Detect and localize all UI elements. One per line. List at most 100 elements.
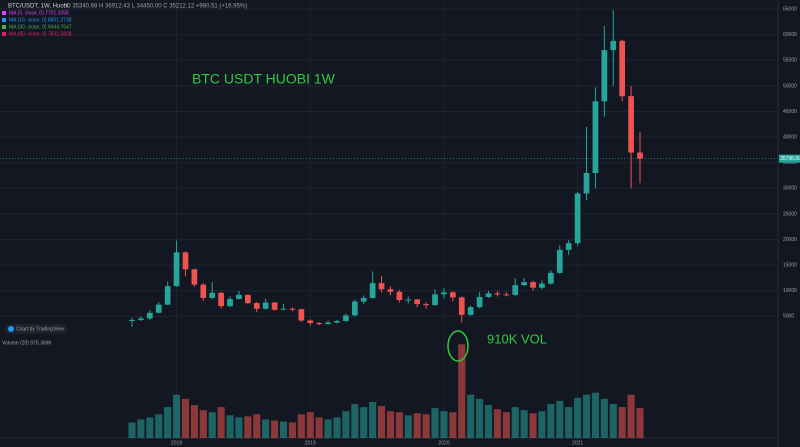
volume-bar	[342, 411, 350, 438]
volume-bar	[413, 413, 421, 438]
watermark-logo	[8, 326, 14, 332]
candle-body	[637, 152, 643, 159]
volume-bar	[190, 405, 198, 438]
candle-body	[494, 293, 501, 295]
volume-bar	[449, 412, 457, 438]
volume-bar	[181, 398, 190, 438]
candle-body	[271, 302, 278, 310]
volume-bar	[431, 408, 439, 438]
candle-body	[280, 308, 287, 310]
volume-legend: Volume (20) 975.369K	[2, 340, 52, 346]
y-tick-label: 40000	[783, 134, 797, 140]
volume-bar	[574, 397, 582, 438]
volume-bar	[306, 412, 314, 438]
candle-body	[253, 303, 260, 309]
y-tick-label: 20000	[783, 237, 797, 243]
candle-body	[298, 309, 305, 321]
x-tick-label: 2020	[438, 440, 449, 446]
candle-body	[601, 50, 608, 102]
volume-bar	[476, 398, 484, 438]
volume-bar	[422, 414, 430, 438]
volume-bar	[565, 407, 573, 438]
volume-bar	[244, 416, 252, 438]
candle-body	[476, 296, 483, 308]
volume-bar	[458, 344, 466, 438]
candle-body	[245, 294, 251, 304]
volume-bar	[324, 419, 332, 438]
volume-bar	[467, 394, 475, 438]
candle-body	[227, 298, 233, 307]
candle-body	[396, 291, 403, 301]
candle-body	[423, 304, 429, 306]
indicator-legend: MA (5, close, 0) 7701.1058	[9, 10, 69, 16]
y-tick-label: 65000	[783, 6, 797, 12]
volume-bar	[208, 412, 216, 438]
y-tick-label: 15000	[783, 263, 797, 269]
volume-bar	[511, 407, 519, 438]
candle-body	[628, 96, 634, 153]
candle-body	[610, 40, 617, 51]
volume-bar	[253, 414, 261, 438]
volume-bar	[226, 415, 234, 438]
volume-bar	[333, 417, 341, 438]
volume-bar	[520, 410, 528, 438]
y-tick-label: 50000	[783, 83, 797, 89]
volume-bar	[128, 422, 136, 438]
y-tick-label: 10000	[783, 288, 797, 294]
indicator-legend: MA (60, close, 0) 7831.5828	[9, 31, 72, 37]
volume-bar	[137, 419, 145, 438]
indicator-swatch	[2, 25, 6, 29]
volume-bar	[146, 417, 154, 438]
volume-bar	[279, 421, 288, 438]
indicator-legend: MA (30, close, 0) 9444.7647	[9, 24, 72, 30]
y-tick-label: 35000	[783, 160, 797, 166]
last-price-tag	[779, 154, 800, 163]
annotation: 910K VOL	[487, 331, 547, 346]
volume-bar	[627, 394, 635, 438]
highlight-ellipse	[447, 330, 469, 362]
candle-body	[138, 318, 144, 320]
candle-body	[512, 285, 519, 295]
candle-body	[387, 289, 394, 292]
indicator-swatch	[2, 11, 6, 15]
x-tick-label: 2018	[171, 440, 182, 446]
symbol-title: BTC/USDT, 1W, Huobi	[8, 4, 68, 10]
candle-body	[360, 297, 367, 302]
candle-body	[458, 297, 465, 315]
indicator-legend: MA (10, close, 0) 8851.2738	[9, 17, 72, 23]
volume-bar	[618, 407, 626, 438]
last-price-label: 35796.00	[780, 156, 800, 162]
candle-body	[155, 304, 162, 313]
candle-body	[236, 294, 242, 299]
candle-body	[449, 292, 456, 298]
candle-body	[325, 322, 331, 325]
candle-body	[414, 299, 421, 305]
volume-bar	[582, 394, 591, 438]
volume-bar	[591, 392, 600, 438]
volume-bar	[377, 406, 386, 438]
volume-bar	[440, 411, 448, 438]
candle-body	[619, 40, 626, 97]
volume-bar	[199, 410, 207, 438]
ohlc-header: O 35340.68 H 36912.43 L 34450.00 C 35212…	[66, 4, 247, 10]
volume-bar	[262, 419, 270, 438]
candle-body	[539, 283, 545, 288]
y-tick-label: 45000	[783, 109, 797, 115]
x-tick-label: 2019	[305, 440, 316, 446]
volume-bar	[155, 414, 163, 438]
candle-body	[592, 101, 599, 173]
volume-bar	[556, 400, 564, 438]
volume-bar	[369, 401, 377, 438]
volume-bar	[600, 398, 608, 438]
candle-body	[307, 320, 314, 324]
y-tick-label: 25000	[783, 211, 797, 217]
volume-bar	[172, 394, 181, 438]
candle-body	[441, 292, 447, 295]
candle-body	[548, 272, 554, 284]
volume-bar	[636, 408, 644, 438]
volume-bar	[502, 412, 510, 438]
volume-bar	[217, 407, 225, 438]
volume-bar	[395, 412, 403, 438]
y-tick-label: 55000	[783, 58, 797, 64]
